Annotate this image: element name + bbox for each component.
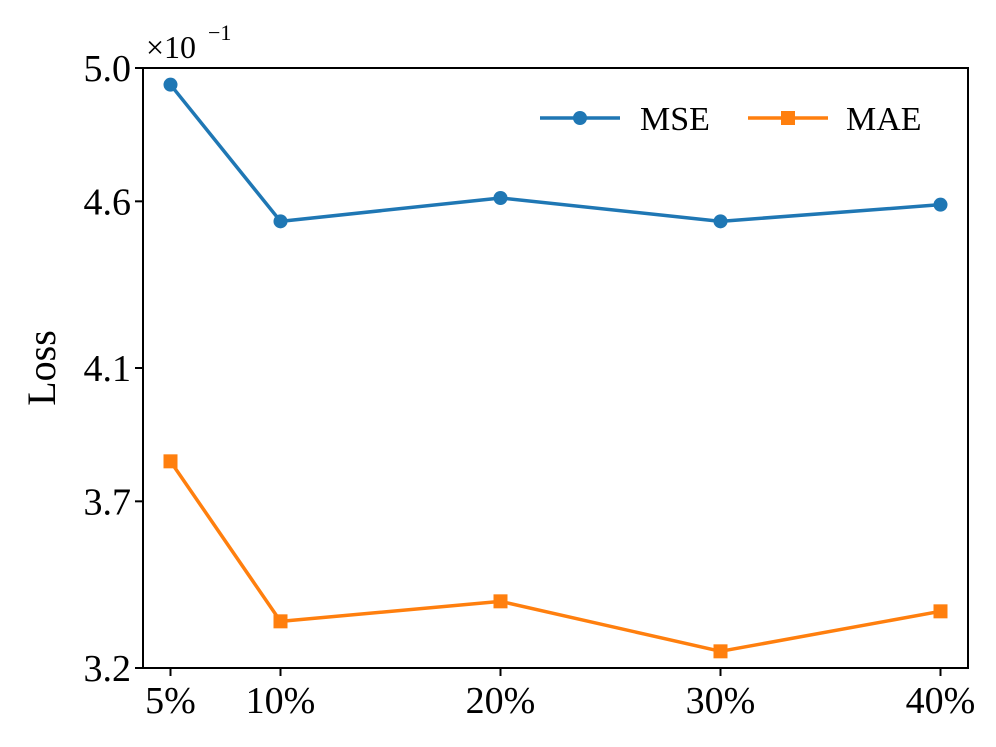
y-tick-label: 4.1 bbox=[84, 348, 132, 390]
data-point-mse bbox=[713, 214, 728, 229]
plot-area bbox=[163, 77, 948, 659]
data-point-mse bbox=[163, 77, 178, 92]
y-tick-label: 5.0 bbox=[84, 48, 132, 90]
data-point-mae bbox=[163, 454, 178, 469]
y-offset-exponent: −1 bbox=[208, 20, 231, 45]
data-point-mse bbox=[493, 191, 508, 205]
x-tick-label: 5% bbox=[145, 680, 196, 722]
legend: MSE MAE bbox=[540, 101, 922, 138]
y-offset-label: ×10 bbox=[146, 29, 196, 65]
data-point-mse bbox=[273, 214, 288, 229]
y-tick-label: 3.2 bbox=[84, 648, 132, 690]
data-point-mae bbox=[273, 614, 288, 629]
y-axis-label: Loss bbox=[19, 330, 64, 406]
y-tick-label: 4.6 bbox=[84, 181, 132, 223]
data-point-mae bbox=[713, 644, 728, 659]
data-point-mse bbox=[933, 197, 948, 212]
y-tick-label: 3.7 bbox=[84, 481, 132, 523]
x-tick-label: 20% bbox=[466, 680, 536, 722]
legend-marker-mae bbox=[781, 111, 795, 125]
legend-label-mse: MSE bbox=[640, 101, 710, 138]
y-axis-ticks: 3.2 3.7 4.1 4.6 5.0 bbox=[84, 48, 143, 690]
plot-frame bbox=[142, 67, 969, 669]
x-axis-ticks: 5% 10% 20% 30% 40% bbox=[145, 668, 975, 722]
x-tick-label: 10% bbox=[246, 680, 316, 722]
x-tick-label: 40% bbox=[906, 680, 976, 722]
x-tick-label: 30% bbox=[686, 680, 756, 722]
legend-marker-mse bbox=[573, 111, 587, 125]
data-point-mae bbox=[493, 594, 508, 609]
legend-label-mae: MAE bbox=[846, 101, 922, 138]
data-point-mae bbox=[933, 604, 948, 619]
series-line-mse bbox=[169, 83, 941, 224]
